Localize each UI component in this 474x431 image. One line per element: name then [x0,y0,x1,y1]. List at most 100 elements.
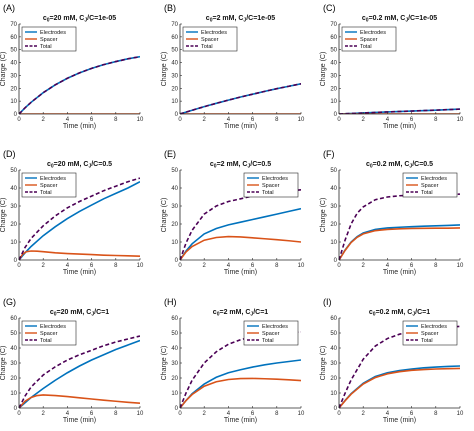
y-tick-label: 50 [171,331,178,337]
x-tick-label: 8 [434,411,438,417]
title-part: /C=1 [415,309,430,316]
x-tick-label: 10 [137,263,144,269]
x-tick-label: 8 [114,117,118,123]
series-line-spacer [180,377,301,408]
panel-title: c0=2 mM, CJ/C=1 [213,309,268,318]
y-tick-label: 10 [330,391,337,397]
series-group [339,193,460,260]
title-part: =20 mM, C [50,15,85,22]
series-group [180,83,301,114]
x-tick-label: 0 [17,263,21,269]
y-axis-label: Charge (C) [0,346,7,381]
y-tick-label: 10 [10,99,17,105]
panel-letter: (G) [3,297,16,307]
x-tick-label: 0 [337,263,341,269]
y-tick-label: 40 [330,186,337,192]
x-tick-label: 4 [386,263,390,269]
y-tick-label: 60 [171,316,178,322]
legend-label-total: Total [262,338,274,344]
y-tick-label: 20 [10,86,17,92]
panel-letter: (H) [164,297,177,307]
title-part: c [206,15,210,22]
y-tick-label: 10 [171,240,178,246]
title-subscript: 0 [373,312,376,318]
title-part: c [210,161,214,168]
title-subscript: J [91,312,94,318]
title-part: =20 mM, C [57,309,92,316]
x-axis-label: Time (min) [63,123,96,130]
legend-label-electrodes: Electrodes [262,324,288,330]
legend-label-electrodes: Electrodes [360,30,386,36]
x-tick-label: 6 [251,117,255,123]
legend-label-total: Total [40,44,52,50]
y-axis-label: Charge (C) [320,346,327,381]
x-tick-label: 6 [90,117,94,123]
series-line-electrodes [180,359,301,408]
series-line-electrodes [19,180,140,260]
legend-label-total: Total [421,338,433,344]
y-tick-label: 0 [334,406,338,412]
title-part: /C=0.5 [412,161,433,168]
legend-label-electrodes: Electrodes [262,176,288,182]
series-line-total [339,108,460,114]
panel-c: (C)c0=0.2 mM, CJ/C=1e-050 2 4 6 8 10010203040… [320,3,464,130]
y-tick-label: 30 [171,204,178,210]
title-subscript: J [405,18,408,24]
x-tick-label: 6 [410,263,414,269]
x-tick-label: 0 [337,117,341,123]
x-axis-label: Time (min) [224,269,257,276]
panel-letter: (A) [3,3,15,13]
title-part: =0.2 mM, C [373,161,410,168]
x-tick-label: 2 [42,411,46,417]
panel-letter: (C) [323,3,336,13]
y-axis-label: Charge (C) [0,52,7,87]
x-tick-label: 0 [17,411,21,417]
series-group [180,189,301,260]
title-subscript: J [250,312,253,318]
y-tick-label: 0 [334,112,338,118]
title-part: c [47,161,51,168]
y-tick-label: 60 [10,35,17,41]
y-tick-label: 50 [10,331,17,337]
title-subscript: J [409,164,412,170]
x-tick-label: 2 [203,117,207,123]
title-part: c [362,15,366,22]
title-part: =2 mM, C [212,15,243,22]
panel-letter: (F) [323,149,335,159]
series-line-spacer [19,250,140,260]
panel-title: c0=2 mM, CJ/C=1e-05 [206,15,276,24]
panel-title: c0=20 mM, CJ/C=1 [50,309,109,318]
panel-letter: (I) [323,297,332,307]
y-tick-label: 70 [10,22,17,28]
x-tick-label: 10 [457,117,464,123]
legend-label-electrodes: Electrodes [40,324,66,330]
series-line-total [339,193,460,260]
y-tick-label: 20 [171,376,178,382]
y-tick-label: 30 [330,361,337,367]
series-group [339,108,460,114]
x-tick-label: 8 [434,263,438,269]
y-tick-label: 20 [171,222,178,228]
series-line-electrodes [19,55,140,114]
legend-label-spacer: Spacer [262,183,280,189]
legend-label-spacer: Spacer [40,37,58,43]
y-axis-label: Charge (C) [0,198,7,233]
title-subscript: 0 [47,18,50,24]
y-tick-label: 50 [330,48,337,54]
legend-label-electrodes: Electrodes [421,176,447,182]
x-tick-label: 4 [66,411,70,417]
legend-label-spacer: Spacer [40,331,58,337]
title-subscript: 0 [54,312,57,318]
y-tick-label: 0 [14,112,18,118]
title-part: /C=1 [94,309,109,316]
y-axis-label: Charge (C) [320,198,327,233]
panel-title: c0=2 mM, CJ/C=0.5 [210,161,271,170]
x-tick-label: 8 [275,411,279,417]
panel-title: c0=0.2 mM, CJ/C=1e-05 [362,15,437,24]
panel-title: c0=0.2 mM, CJ/C=0.5 [366,161,433,170]
